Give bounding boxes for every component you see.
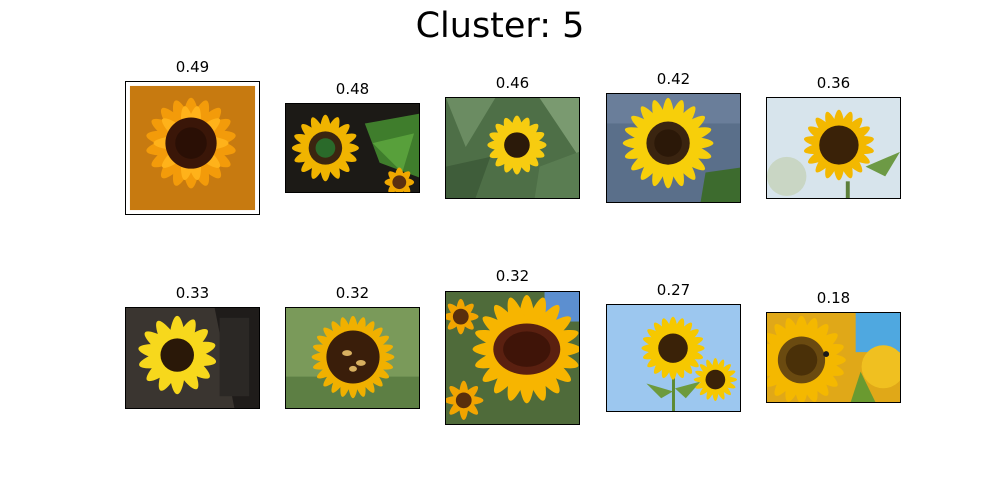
sunflower-image <box>606 93 741 203</box>
cluster-title: Cluster: 5 <box>415 6 585 46</box>
image-tile-3: 0.46 <box>445 74 580 199</box>
sunflower-image <box>445 291 580 425</box>
image-tile-1: 0.49 <box>125 58 260 216</box>
sunflower-image <box>285 103 420 193</box>
image-tile-9: 0.27 <box>606 281 741 412</box>
image-tile-8: 0.32 <box>445 267 580 426</box>
sunflower-image <box>125 307 260 409</box>
image-tile-5: 0.36 <box>766 74 901 199</box>
sunflower-image <box>766 312 901 403</box>
score-label: 0.46 <box>495 74 530 92</box>
image-tile-4: 0.42 <box>606 70 741 204</box>
image-tile-10: 0.18 <box>766 289 901 404</box>
score-label: 0.33 <box>175 284 210 302</box>
score-label: 0.32 <box>495 267 530 285</box>
score-label: 0.48 <box>335 80 370 98</box>
score-label: 0.18 <box>816 289 851 307</box>
score-label: 0.42 <box>656 70 691 88</box>
score-label: 0.49 <box>175 58 210 76</box>
sunflower-image <box>125 81 260 215</box>
sunflower-image <box>285 307 420 409</box>
image-tile-7: 0.32 <box>285 284 420 409</box>
image-tile-6: 0.33 <box>125 284 260 409</box>
sunflower-image <box>606 304 741 412</box>
score-label: 0.36 <box>816 74 851 92</box>
sunflower-image <box>445 97 580 199</box>
image-tile-2: 0.48 <box>285 80 420 193</box>
sunflower-image <box>766 97 901 199</box>
score-label: 0.32 <box>335 284 370 302</box>
score-label: 0.27 <box>656 281 691 299</box>
